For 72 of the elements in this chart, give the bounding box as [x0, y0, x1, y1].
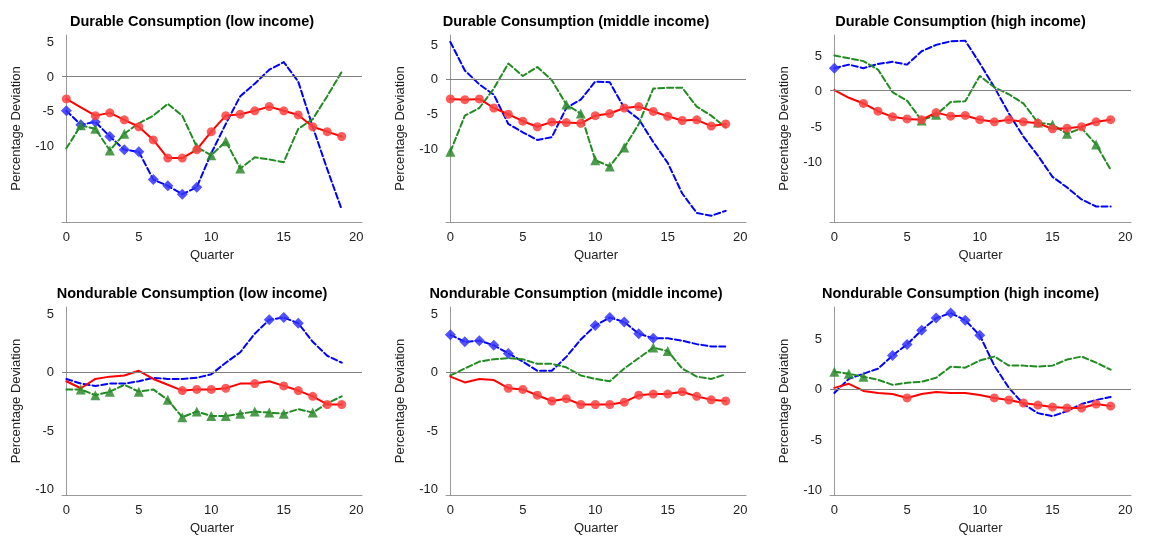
- x-tick-label: 0: [62, 502, 70, 517]
- y-tick-label: -5: [810, 118, 822, 134]
- y-tick-label: -5: [42, 103, 54, 119]
- y-tick-label: 0: [430, 71, 438, 87]
- x-tick-label: 0: [830, 502, 838, 517]
- x-tick-label: 0: [830, 229, 838, 244]
- x-tick-label: 0: [446, 502, 454, 517]
- y-axis-title: Percentage Deviation: [392, 66, 407, 191]
- y-tick-label: 0: [814, 83, 822, 99]
- x-tick-label: 15: [1045, 502, 1060, 517]
- y-tick-label: -10: [803, 482, 822, 498]
- y-tick-label: -5: [426, 422, 438, 438]
- x-tick-label: 10: [972, 502, 988, 517]
- y-axis-title: Percentage Deviation: [8, 66, 23, 191]
- x-axis-title: Quarter: [189, 519, 235, 535]
- x-tick-label: 10: [972, 229, 988, 244]
- x-tick-label: 20: [732, 502, 748, 517]
- x-tick-label: 15: [660, 502, 675, 517]
- x-tick-label: 10: [588, 229, 603, 244]
- y-tick-label: 5: [814, 47, 822, 63]
- x-tick-label: 15: [276, 229, 291, 244]
- y-tick-label: -10: [419, 480, 438, 496]
- x-tick-label: 0: [446, 229, 454, 244]
- x-tick-label: 5: [135, 502, 143, 517]
- x-tick-label: 15: [1045, 229, 1060, 244]
- x-tick-label: 5: [519, 229, 527, 244]
- x-tick-label: 10: [204, 229, 219, 244]
- x-tick-label: 20: [348, 229, 364, 244]
- y-tick-label: 5: [430, 306, 438, 322]
- x-tick-label: 15: [276, 502, 291, 517]
- x-tick-label: 20: [1117, 502, 1133, 517]
- y-axis-title: Percentage Deviation: [776, 66, 791, 191]
- y-tick-label: -5: [42, 422, 54, 438]
- chart-title: Nondurable Consumption (low income): [56, 284, 328, 301]
- y-tick-label: 0: [430, 364, 438, 380]
- y-tick-label: -10: [35, 480, 54, 496]
- x-tick-label: 5: [903, 502, 911, 517]
- x-tick-label: 5: [903, 229, 911, 244]
- x-axis-title: Quarter: [958, 519, 1004, 535]
- chart-title: Durable Consumption (high income): [835, 12, 1086, 29]
- x-axis-title: Quarter: [573, 246, 619, 262]
- x-tick-label: 10: [204, 502, 219, 517]
- x-tick-label: 20: [1117, 229, 1133, 244]
- x-tick-label: 20: [732, 229, 748, 244]
- x-axis-title: Quarter: [573, 519, 619, 535]
- chart-title: Durable Consumption (middle income): [442, 12, 710, 29]
- x-axis-title: Quarter: [189, 246, 235, 262]
- x-tick-label: 20: [348, 502, 364, 517]
- x-tick-label: 0: [62, 229, 70, 244]
- y-tick-label: 0: [814, 381, 822, 397]
- y-tick-label: 5: [46, 306, 54, 322]
- y-tick-label: -5: [810, 431, 822, 447]
- chart-title: Nondurable Consumption (high income): [821, 284, 1100, 301]
- y-tick-label: -10: [419, 140, 438, 156]
- y-tick-label: 5: [46, 33, 54, 49]
- x-tick-label: 5: [135, 229, 143, 244]
- chart-title: Durable Consumption (low income): [69, 12, 315, 29]
- y-tick-label: -10: [35, 138, 54, 154]
- y-tick-label: 5: [430, 36, 438, 52]
- y-tick-label: 0: [46, 364, 54, 380]
- x-tick-label: 10: [588, 502, 603, 517]
- y-tick-label: 0: [46, 68, 54, 84]
- x-axis-title: Quarter: [958, 246, 1004, 262]
- x-tick-label: 5: [519, 502, 527, 517]
- y-tick-label: -10: [803, 153, 822, 169]
- y-axis-title: Percentage Deviation: [392, 338, 407, 464]
- chart-title: Nondurable Consumption (middle income): [429, 284, 723, 301]
- x-tick-label: 15: [660, 229, 675, 244]
- y-tick-label: 5: [814, 330, 822, 346]
- y-axis-title: Percentage Deviation: [8, 338, 23, 464]
- y-axis-title: Percentage Deviation: [776, 338, 791, 464]
- y-tick-label: -5: [426, 106, 438, 122]
